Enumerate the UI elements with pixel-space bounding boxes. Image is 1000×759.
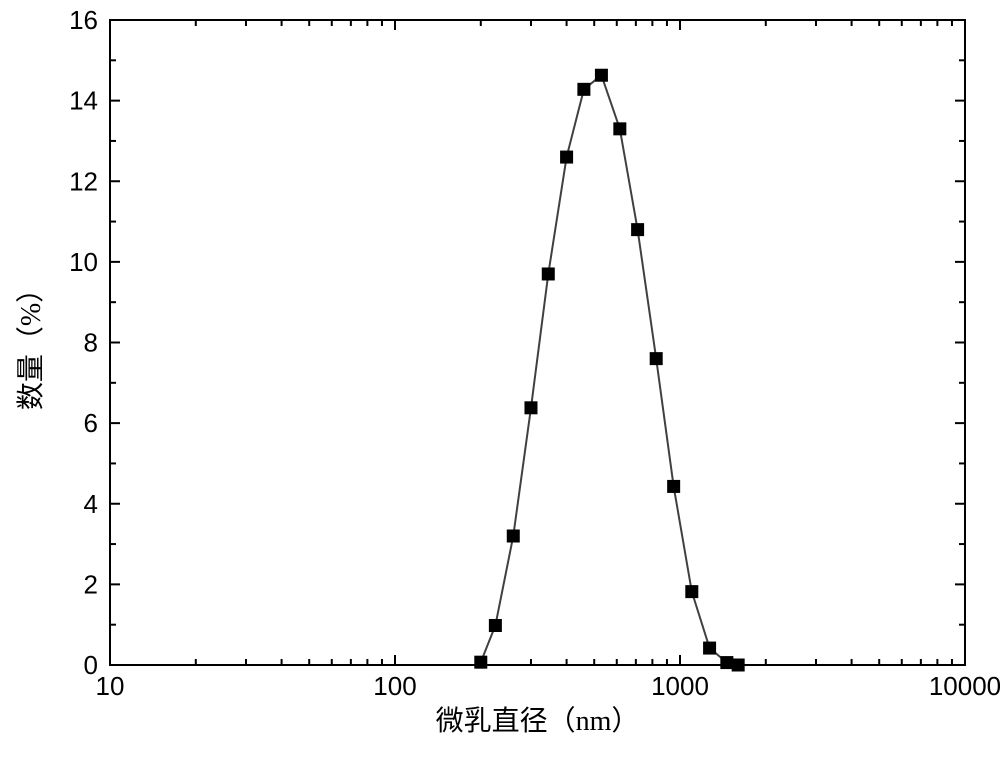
svg-text:12: 12 bbox=[69, 166, 98, 196]
svg-text:14: 14 bbox=[69, 86, 98, 116]
svg-text:8: 8 bbox=[84, 328, 98, 358]
svg-text:10: 10 bbox=[96, 671, 125, 701]
svg-text:1000: 1000 bbox=[651, 671, 709, 701]
svg-text:4: 4 bbox=[84, 489, 98, 519]
distribution-chart: 10 100 1000 10000 0 2 4 6 8 10 12 14 16 微乳直径（nm） 数量（%） bbox=[0, 0, 1000, 754]
svg-text:微乳直径（nm）: 微乳直径（nm） bbox=[436, 705, 640, 737]
svg-text:100: 100 bbox=[373, 671, 416, 701]
svg-text:2: 2 bbox=[84, 569, 98, 599]
svg-text:6: 6 bbox=[84, 408, 98, 438]
svg-text:10000: 10000 bbox=[929, 671, 1000, 701]
svg-text:0: 0 bbox=[84, 650, 98, 680]
svg-text:10: 10 bbox=[69, 247, 98, 277]
chart-container: 10 100 1000 10000 0 2 4 6 8 10 12 14 16 微乳直径（nm） 数量（%） bbox=[0, 0, 1000, 754]
svg-text:数量（%）: 数量（%） bbox=[15, 275, 47, 410]
svg-text:16: 16 bbox=[69, 5, 98, 35]
